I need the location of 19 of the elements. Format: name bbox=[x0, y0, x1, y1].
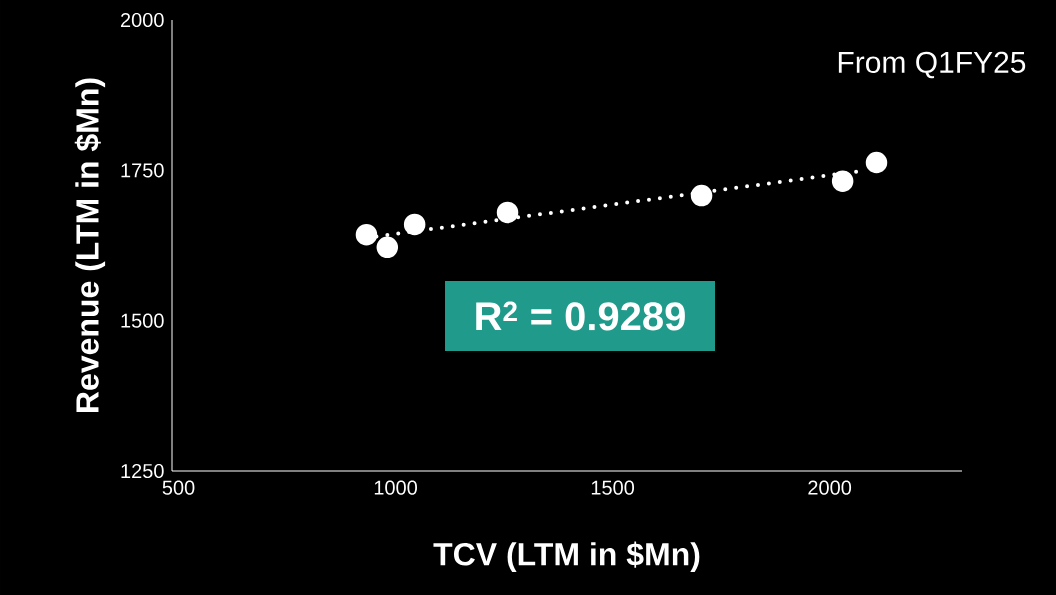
y-tick-label: 1500 bbox=[121, 313, 164, 328]
y-axis-title: Revenue (LTM in $Mn) bbox=[74, 78, 106, 412]
x-tick-label: 1500 bbox=[591, 480, 635, 495]
point bbox=[403, 213, 426, 236]
annotation: From Q1FY25 bbox=[838, 51, 1026, 79]
x-tick-label: 1000 bbox=[374, 480, 417, 495]
y-tick-label: 1250 bbox=[121, 463, 164, 479]
point bbox=[690, 184, 713, 207]
x-tick-label: 500 bbox=[162, 480, 195, 495]
point bbox=[376, 236, 399, 259]
x-tick-label: 2000 bbox=[808, 480, 852, 495]
point bbox=[831, 170, 854, 192]
point bbox=[355, 223, 378, 246]
y-tick-label: 2000 bbox=[120, 12, 164, 28]
point bbox=[496, 201, 519, 224]
annotation: R$^{2}$ = 0.9289 bbox=[476, 301, 685, 331]
point bbox=[865, 151, 888, 174]
x-axis-title: TCV (LTM in $Mn) bbox=[433, 541, 700, 572]
y-tick-label: 1750 bbox=[121, 163, 164, 178]
